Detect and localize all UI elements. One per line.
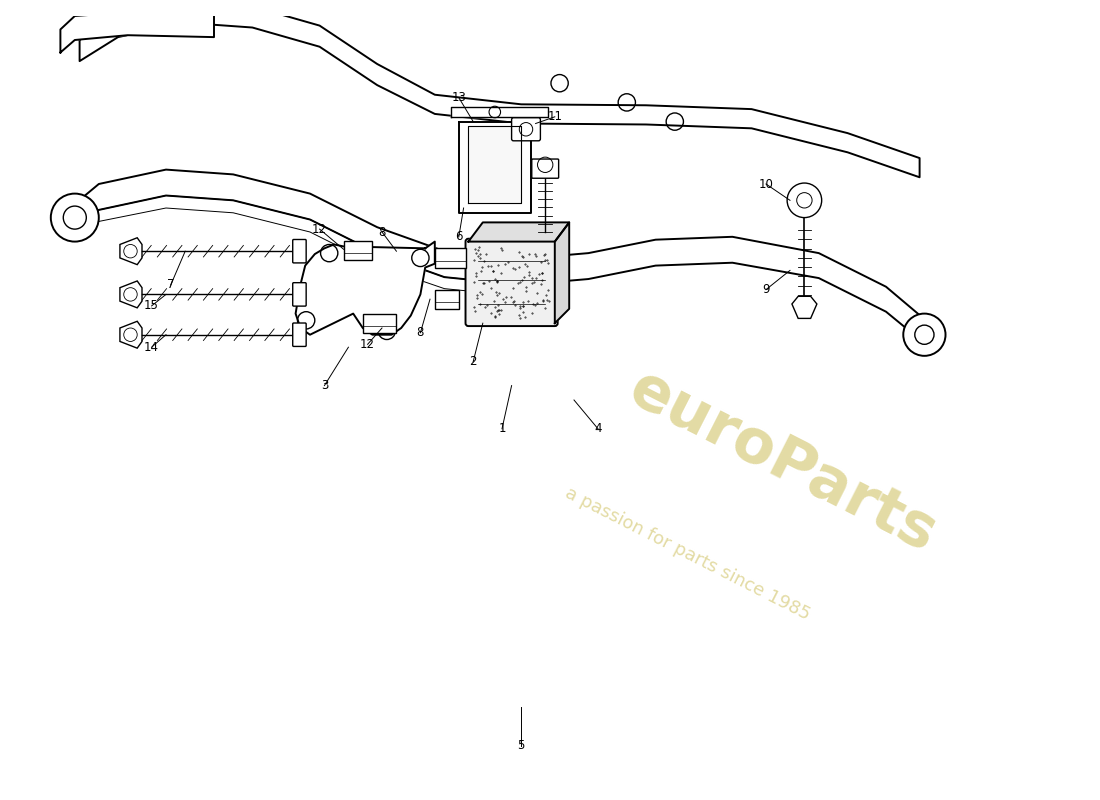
Text: 9: 9	[762, 283, 770, 296]
Polygon shape	[60, 12, 215, 53]
Text: 13: 13	[451, 91, 466, 104]
FancyBboxPatch shape	[500, 259, 561, 282]
Text: 7: 7	[167, 278, 175, 291]
Text: 2: 2	[470, 355, 477, 368]
Text: 10: 10	[759, 178, 773, 190]
Text: euroParts: euroParts	[618, 358, 946, 564]
Polygon shape	[70, 170, 929, 347]
Polygon shape	[434, 248, 465, 267]
Polygon shape	[79, 2, 920, 178]
Polygon shape	[459, 122, 531, 213]
FancyBboxPatch shape	[512, 118, 540, 141]
Text: 1: 1	[498, 422, 506, 435]
Polygon shape	[120, 238, 142, 265]
Text: 12: 12	[360, 338, 375, 351]
Polygon shape	[469, 126, 521, 203]
Circle shape	[796, 193, 812, 208]
Polygon shape	[343, 241, 373, 260]
Polygon shape	[296, 242, 434, 334]
Text: 4: 4	[594, 422, 602, 435]
Circle shape	[788, 183, 822, 218]
Polygon shape	[120, 281, 142, 308]
FancyBboxPatch shape	[465, 238, 558, 326]
Polygon shape	[434, 290, 459, 309]
Circle shape	[51, 194, 99, 242]
Text: a passion for parts since 1985: a passion for parts since 1985	[562, 484, 813, 623]
Text: 14: 14	[144, 341, 159, 354]
FancyBboxPatch shape	[293, 282, 306, 306]
Text: 15: 15	[144, 299, 159, 313]
Polygon shape	[60, 8, 215, 50]
Text: 6: 6	[455, 230, 462, 243]
Text: 8: 8	[378, 226, 386, 238]
Polygon shape	[469, 222, 569, 242]
Polygon shape	[554, 222, 569, 323]
Text: 3: 3	[321, 379, 328, 392]
Circle shape	[903, 314, 946, 356]
Text: 8: 8	[417, 326, 425, 339]
Text: 5: 5	[517, 739, 525, 752]
Text: 11: 11	[548, 110, 562, 123]
Polygon shape	[792, 296, 817, 318]
FancyBboxPatch shape	[293, 239, 306, 263]
Polygon shape	[120, 322, 142, 348]
FancyBboxPatch shape	[293, 323, 306, 346]
Text: 12: 12	[312, 222, 327, 236]
Polygon shape	[451, 107, 548, 117]
FancyBboxPatch shape	[531, 159, 559, 178]
Polygon shape	[363, 314, 396, 333]
